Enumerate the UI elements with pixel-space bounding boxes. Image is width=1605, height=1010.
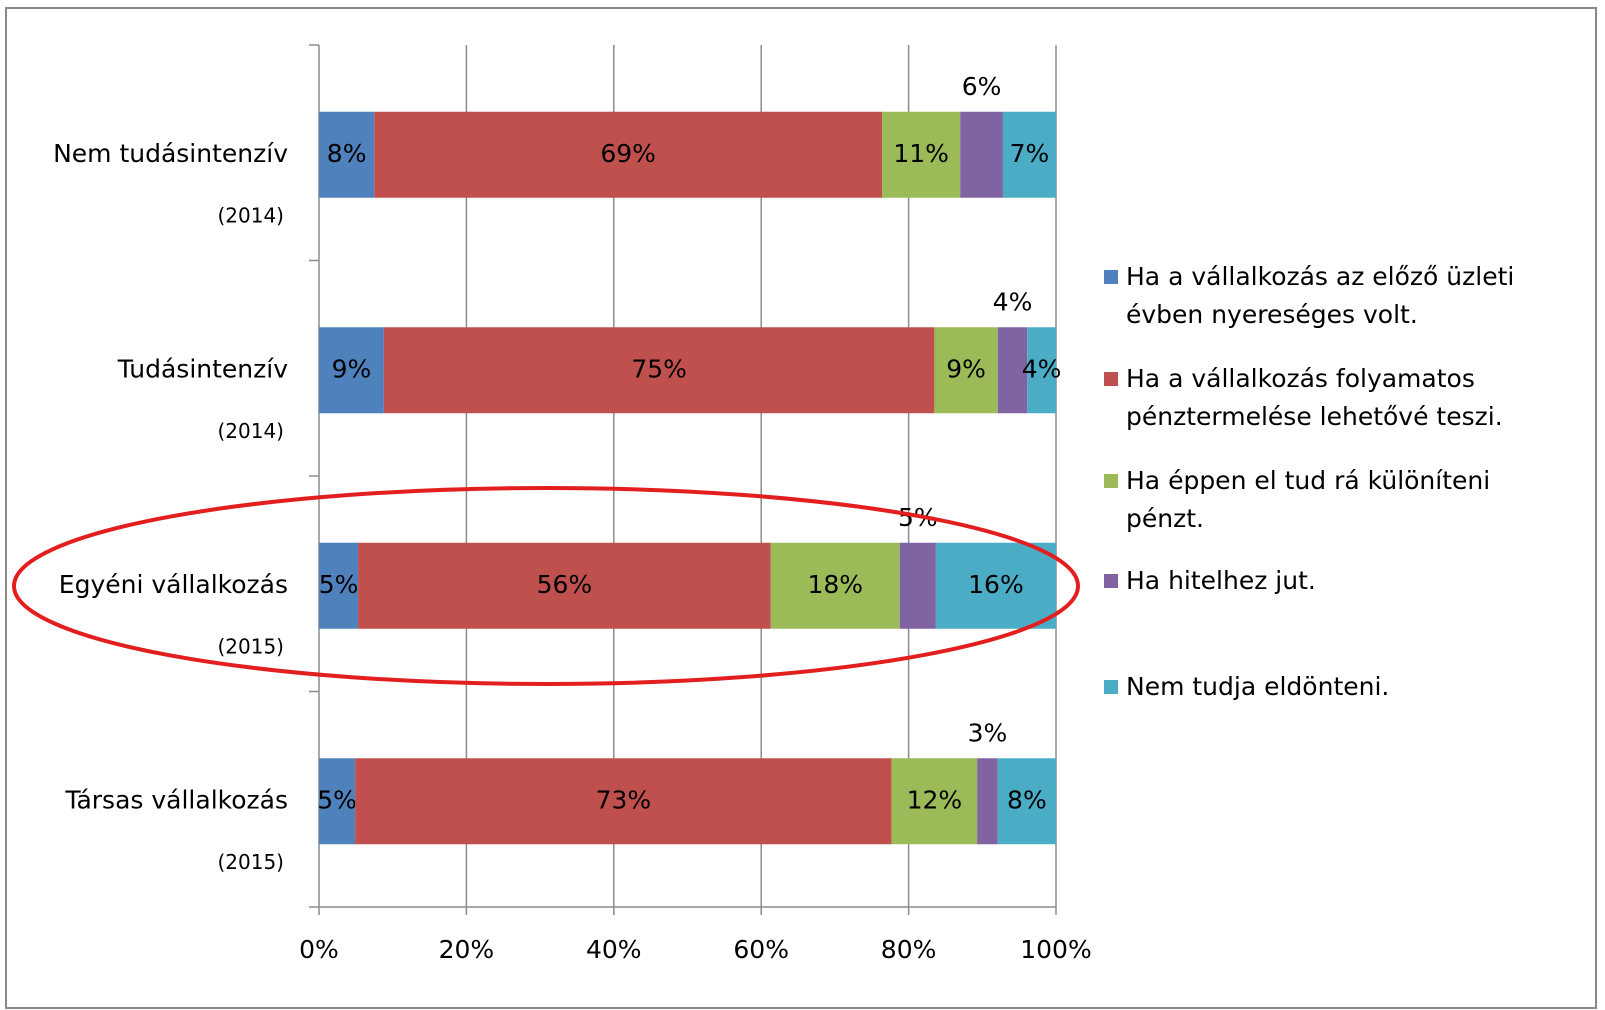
- bar-segment: [1002, 111, 1056, 198]
- legend-entry: Ha a vállalkozás folyamatos pénztermelés…: [1104, 360, 1564, 436]
- bar-segment: [319, 758, 356, 845]
- bar-segment: [891, 758, 978, 845]
- value-label: 4%: [1022, 354, 1062, 383]
- x-tick-label: 80%: [881, 935, 937, 964]
- legend-entry: Ha hitelhez jut.: [1104, 562, 1564, 600]
- legend-entry: Ha éppen el tud rá különíteni pénzt.: [1104, 462, 1564, 538]
- category-label: Társas vállalkozás: [64, 785, 288, 814]
- bar-segment: [1027, 327, 1056, 414]
- value-label: 4%: [993, 287, 1033, 316]
- category-label: Egyéni vállalkozás: [59, 570, 288, 599]
- x-tick-label: 20%: [439, 935, 495, 964]
- legend-swatch: [1104, 270, 1118, 284]
- frame: [5, 7, 1597, 1009]
- bar-segment: [997, 758, 1056, 845]
- legend-entry: Nem tudja eldönteni.: [1104, 668, 1564, 706]
- value-label: 9%: [946, 354, 986, 383]
- bar-segment: [374, 111, 883, 198]
- value-label: 56%: [537, 570, 593, 599]
- bar-segment: [319, 327, 384, 414]
- category-year: (2014): [217, 203, 284, 227]
- value-label: 75%: [631, 354, 687, 383]
- category-year: (2015): [217, 850, 284, 874]
- legend-label: Ha a vállalkozás az előző üzleti évben n…: [1126, 262, 1515, 329]
- bar-segment: [770, 542, 900, 629]
- value-label: 6%: [962, 72, 1002, 101]
- value-label: 73%: [596, 785, 652, 814]
- legend-label: Ha hitelhez jut.: [1126, 566, 1316, 595]
- bar-segment: [383, 327, 935, 414]
- category-label: Nem tudásintenzív: [53, 139, 288, 168]
- bar-segment: [997, 327, 1028, 414]
- bar-segment: [977, 758, 998, 845]
- x-tick-label: 60%: [733, 935, 789, 964]
- value-label: 5%: [319, 570, 359, 599]
- legend-label: Ha éppen el tud rá különíteni pénzt.: [1126, 466, 1491, 533]
- bar-segment: [899, 542, 936, 629]
- legend-swatch: [1104, 474, 1118, 488]
- x-tick-label: 40%: [586, 935, 642, 964]
- value-label: 7%: [1010, 139, 1050, 168]
- legend-label: Nem tudja eldönteni.: [1126, 672, 1390, 701]
- bar-segment: [935, 542, 1056, 629]
- value-label: 9%: [332, 354, 372, 383]
- bar-segment: [934, 327, 998, 414]
- value-label: 8%: [1007, 785, 1047, 814]
- category-label: Tudásintenzív: [117, 354, 288, 383]
- category-year: (2015): [217, 634, 284, 658]
- legend-swatch: [1104, 372, 1118, 386]
- bar-segment: [358, 542, 771, 629]
- category-year: (2014): [217, 419, 284, 443]
- legend-entry: Ha a vállalkozás az előző üzleti évben n…: [1104, 258, 1564, 334]
- x-tick-label: 100%: [1020, 935, 1091, 964]
- bar-segment: [355, 758, 892, 845]
- highlight-ellipse: [12, 486, 1080, 686]
- value-label: 69%: [600, 139, 656, 168]
- value-label: 8%: [327, 139, 367, 168]
- legend-label: Ha a vállalkozás folyamatos pénztermelés…: [1126, 364, 1503, 431]
- bar-segment: [319, 542, 359, 629]
- x-tick-label: 0%: [299, 935, 339, 964]
- legend-swatch: [1104, 574, 1118, 588]
- value-label: 5%: [317, 785, 357, 814]
- value-label: 16%: [968, 570, 1024, 599]
- bar-segment: [319, 111, 375, 198]
- bar-segment: [882, 111, 961, 198]
- value-label: 11%: [893, 139, 949, 168]
- legend-swatch: [1104, 680, 1118, 694]
- value-label: 3%: [968, 718, 1008, 747]
- value-label: 12%: [907, 785, 963, 814]
- value-label: 18%: [807, 570, 863, 599]
- bar-segment: [960, 111, 1003, 198]
